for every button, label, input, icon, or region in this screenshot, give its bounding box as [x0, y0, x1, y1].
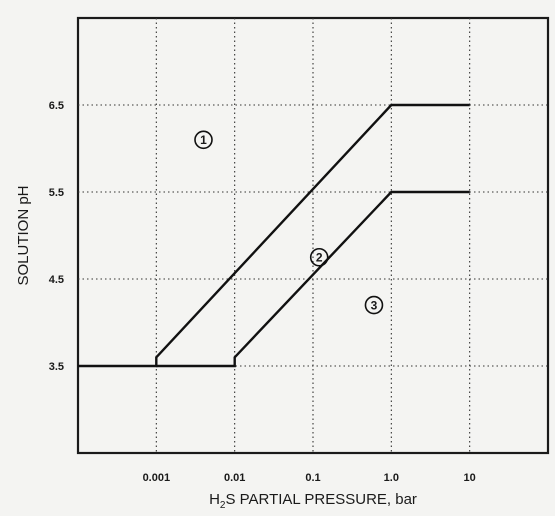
x-tick-label: 0.01	[224, 472, 245, 484]
x-tick-label: 1.0	[384, 472, 399, 484]
x-tick-label: 0.1	[305, 472, 320, 484]
boundary-line-2	[156, 190, 470, 368]
y-tick-label: 4.5	[49, 274, 64, 286]
x-axis-title-subscript: 2	[220, 500, 226, 511]
region-label-3: 3	[371, 298, 378, 312]
y-tick-label: 5.5	[49, 187, 64, 199]
region-marker-circle	[194, 130, 213, 150]
y-tick-label: 6.5	[49, 100, 64, 112]
x-axis-title: H2S PARTIAL PRESSURE, bar	[209, 491, 417, 511]
region-label-1: 1	[200, 133, 207, 147]
y-axis-title: SOLUTION pH	[15, 185, 32, 285]
x-tick-label: 10	[464, 472, 476, 484]
boundary-line-1	[78, 103, 470, 368]
region-label-2: 2	[316, 251, 323, 265]
region-marker-circle	[309, 247, 329, 267]
x-axis-title-part: S PARTIAL PRESSURE, bar	[225, 491, 416, 508]
y-tick-label: 3.5	[49, 361, 64, 373]
x-axis-title-part: H	[209, 491, 220, 508]
region-marker-circle	[364, 295, 384, 315]
x-tick-label: 0.001	[143, 472, 171, 484]
